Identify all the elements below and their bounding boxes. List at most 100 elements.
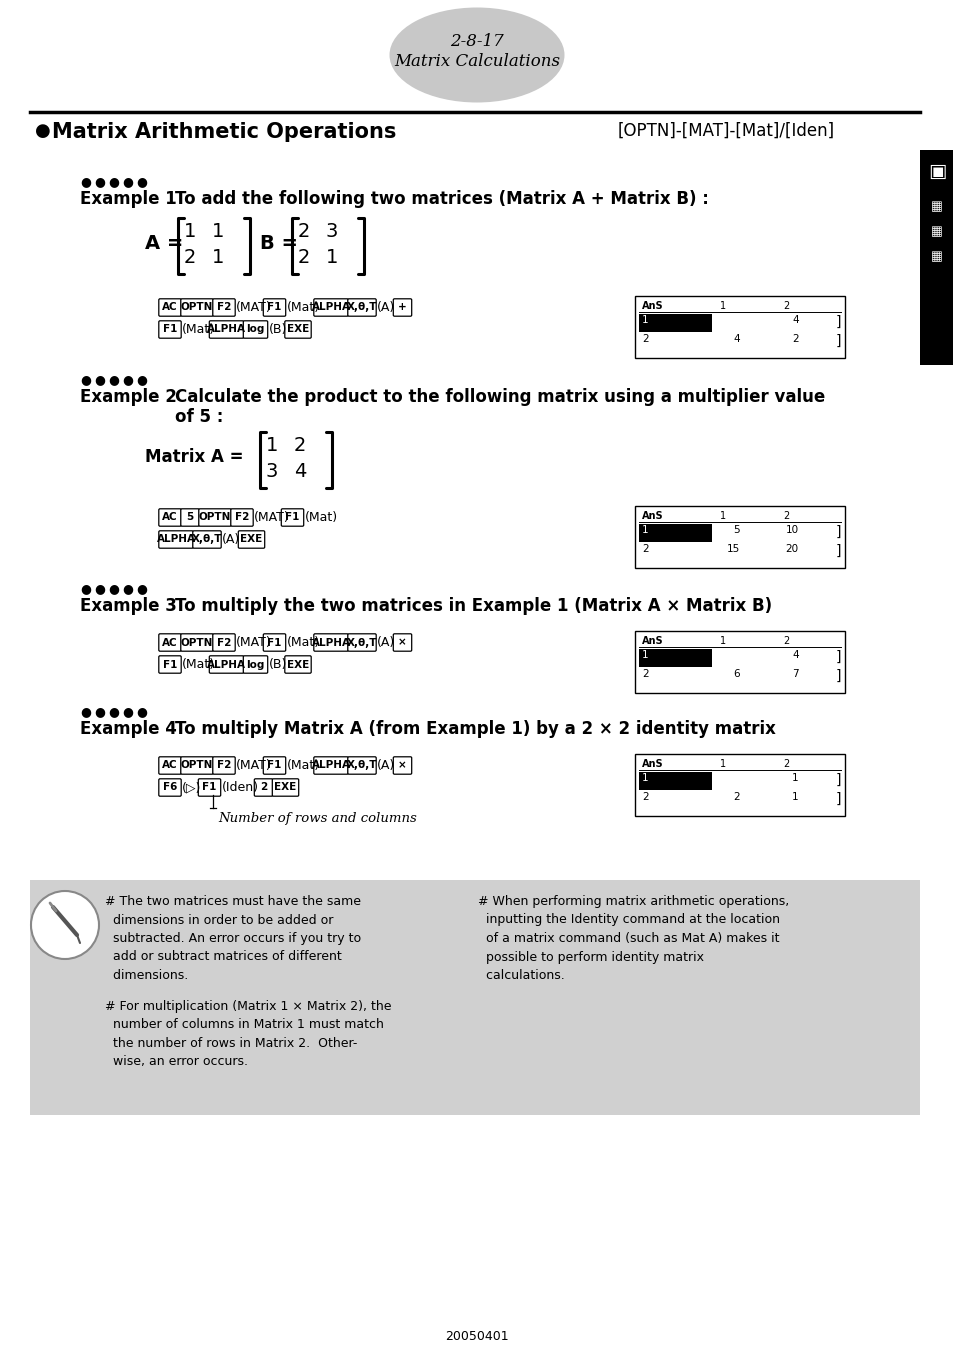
Text: (Mat): (Mat) bbox=[286, 758, 319, 772]
Text: EXE: EXE bbox=[240, 534, 262, 545]
Text: AC: AC bbox=[162, 512, 177, 522]
Text: 4: 4 bbox=[791, 315, 798, 324]
FancyBboxPatch shape bbox=[243, 320, 268, 338]
Text: Number of rows and columns: Number of rows and columns bbox=[218, 813, 416, 825]
Text: F2: F2 bbox=[234, 512, 249, 522]
Text: (MAT): (MAT) bbox=[235, 635, 272, 649]
FancyBboxPatch shape bbox=[314, 634, 348, 652]
Text: Calculate the product to the following matrix using a multiplier value: Calculate the product to the following m… bbox=[174, 388, 824, 406]
Text: ●: ● bbox=[136, 704, 147, 718]
Text: ALPHA: ALPHA bbox=[312, 638, 350, 648]
Bar bbox=[635, 296, 844, 358]
Text: X,θ,T: X,θ,T bbox=[346, 760, 376, 771]
Ellipse shape bbox=[389, 8, 564, 103]
FancyBboxPatch shape bbox=[198, 508, 231, 526]
Text: 1: 1 bbox=[641, 650, 648, 660]
Text: 7: 7 bbox=[791, 669, 798, 679]
Text: 1: 1 bbox=[641, 315, 648, 324]
Text: 1: 1 bbox=[641, 525, 648, 535]
FancyBboxPatch shape bbox=[181, 508, 199, 526]
Text: ]: ] bbox=[835, 773, 841, 787]
FancyBboxPatch shape bbox=[263, 634, 285, 652]
Bar bbox=[635, 754, 844, 817]
FancyBboxPatch shape bbox=[231, 508, 253, 526]
FancyBboxPatch shape bbox=[243, 656, 268, 673]
Text: ALPHA: ALPHA bbox=[207, 324, 246, 334]
Text: F1: F1 bbox=[267, 760, 281, 771]
Text: 3: 3 bbox=[266, 462, 278, 481]
Text: ●: ● bbox=[108, 704, 119, 718]
Text: 1: 1 bbox=[326, 247, 337, 266]
Text: EXE: EXE bbox=[287, 324, 309, 334]
Text: AnS: AnS bbox=[641, 511, 663, 521]
Text: ●: ● bbox=[136, 174, 147, 188]
Text: OPTN: OPTN bbox=[181, 760, 213, 771]
Text: Example 1: Example 1 bbox=[80, 191, 176, 208]
Text: (Mat): (Mat) bbox=[286, 635, 319, 649]
Text: ALPHA: ALPHA bbox=[312, 760, 350, 771]
Text: # The two matrices must have the same
  dimensions in order to be added or
  sub: # The two matrices must have the same di… bbox=[105, 895, 361, 982]
FancyBboxPatch shape bbox=[285, 320, 311, 338]
Text: ALPHA: ALPHA bbox=[312, 303, 350, 312]
Text: X,θ,T: X,θ,T bbox=[346, 638, 376, 648]
FancyBboxPatch shape bbox=[193, 531, 221, 548]
FancyBboxPatch shape bbox=[272, 779, 298, 796]
FancyBboxPatch shape bbox=[348, 299, 375, 316]
FancyBboxPatch shape bbox=[238, 531, 264, 548]
Text: ●: ● bbox=[80, 704, 91, 718]
Text: ALPHA: ALPHA bbox=[207, 660, 246, 669]
Text: ×: × bbox=[397, 760, 406, 771]
Text: 2: 2 bbox=[782, 635, 788, 646]
Text: ]: ] bbox=[835, 315, 841, 329]
FancyBboxPatch shape bbox=[181, 299, 213, 316]
Text: 2: 2 bbox=[297, 247, 310, 266]
Text: ▦: ▦ bbox=[930, 200, 942, 214]
Text: +: + bbox=[397, 303, 406, 312]
Text: ]: ] bbox=[835, 650, 841, 664]
Text: 15: 15 bbox=[726, 544, 740, 554]
Text: ●: ● bbox=[108, 373, 119, 387]
FancyBboxPatch shape bbox=[158, 779, 181, 796]
Text: 1: 1 bbox=[266, 435, 278, 456]
Text: 4: 4 bbox=[733, 334, 740, 343]
FancyBboxPatch shape bbox=[158, 757, 181, 775]
Text: To add the following two matrices (Matrix A + Matrix B) :: To add the following two matrices (Matri… bbox=[174, 191, 708, 208]
FancyBboxPatch shape bbox=[158, 299, 181, 316]
Text: 20: 20 bbox=[785, 544, 798, 554]
Text: # For multiplication (Matrix 1 × Matrix 2), the
  number of columns in Matrix 1 : # For multiplication (Matrix 1 × Matrix … bbox=[105, 1000, 391, 1068]
Text: Matrix Calculations: Matrix Calculations bbox=[394, 53, 559, 70]
Text: 2: 2 bbox=[259, 783, 267, 792]
FancyBboxPatch shape bbox=[314, 299, 348, 316]
Text: ●: ● bbox=[94, 373, 105, 387]
Text: ●: ● bbox=[136, 581, 147, 595]
Text: F1: F1 bbox=[285, 512, 299, 522]
Bar bbox=[639, 525, 712, 542]
Text: (B): (B) bbox=[268, 323, 287, 337]
Text: (B): (B) bbox=[268, 658, 287, 671]
Text: 2: 2 bbox=[782, 758, 788, 769]
Text: 6: 6 bbox=[733, 669, 740, 679]
Text: 10: 10 bbox=[785, 525, 798, 535]
Text: F2: F2 bbox=[216, 760, 231, 771]
Text: # When performing matrix arithmetic operations,
  inputting the Identity command: # When performing matrix arithmetic oper… bbox=[477, 895, 788, 982]
Bar bbox=[635, 631, 844, 694]
Text: 2: 2 bbox=[294, 435, 306, 456]
Text: 4: 4 bbox=[294, 462, 306, 481]
Text: (Mat): (Mat) bbox=[182, 658, 214, 671]
Text: OPTN: OPTN bbox=[181, 303, 213, 312]
Text: ●: ● bbox=[94, 581, 105, 595]
Text: ●: ● bbox=[94, 174, 105, 188]
Text: (MAT): (MAT) bbox=[253, 511, 290, 525]
Text: 1: 1 bbox=[212, 247, 224, 266]
Text: Example 3: Example 3 bbox=[80, 598, 176, 615]
Text: 20050401: 20050401 bbox=[445, 1330, 508, 1343]
Text: X,θ,T: X,θ,T bbox=[346, 303, 376, 312]
FancyBboxPatch shape bbox=[158, 531, 193, 548]
Text: 2: 2 bbox=[733, 792, 740, 802]
Text: AC: AC bbox=[162, 638, 177, 648]
FancyBboxPatch shape bbox=[348, 634, 375, 652]
Text: F1: F1 bbox=[267, 303, 281, 312]
FancyBboxPatch shape bbox=[158, 656, 181, 673]
Text: Example 2: Example 2 bbox=[80, 388, 176, 406]
Text: ●: ● bbox=[80, 174, 91, 188]
